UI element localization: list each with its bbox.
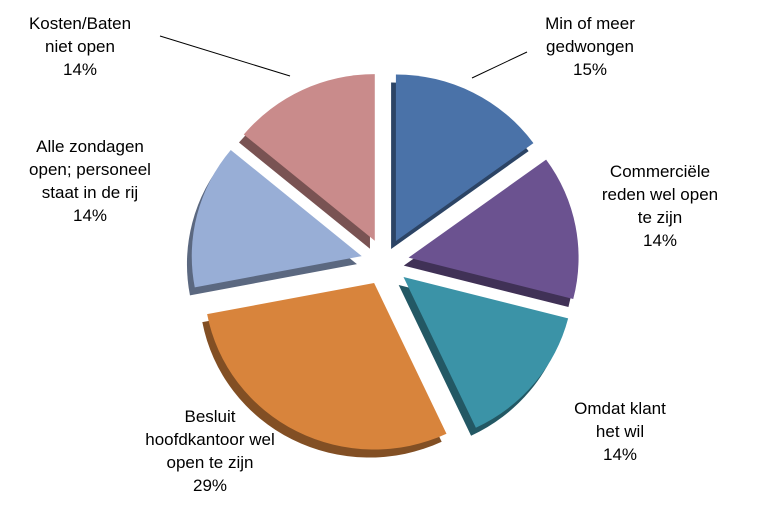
value-label: 14% xyxy=(602,445,638,464)
category-name: Kosten/Baten niet open xyxy=(28,14,132,56)
slice xyxy=(243,74,375,241)
value-label: 15% xyxy=(572,60,608,79)
slice-label: Kosten/Baten niet open 14% xyxy=(21,12,139,81)
leader-line xyxy=(471,51,528,79)
value-label: 14% xyxy=(72,206,108,225)
slice-label: Besluit hoofdkantoor wel open te zijn 29% xyxy=(140,405,280,497)
slice xyxy=(408,159,579,300)
value-label: 14% xyxy=(62,60,98,79)
category-name: Omdat klant het wil xyxy=(574,399,666,441)
pie xyxy=(186,74,579,458)
slice-label: Alle zondagen open; personeel staat in d… xyxy=(20,135,160,227)
slice-label: Min of meer gedwongen 15% xyxy=(534,12,646,81)
slice-label: Omdat klant het wil 14% xyxy=(564,397,676,466)
category-name: Commerciële reden wel open te zijn xyxy=(601,162,719,227)
slice xyxy=(395,74,534,242)
value-label: 29% xyxy=(192,476,228,495)
slice xyxy=(207,282,447,450)
slice xyxy=(191,149,362,288)
category-name: Besluit hoofdkantoor wel open te zijn xyxy=(145,407,275,472)
value-label: 14% xyxy=(642,231,678,250)
category-name: Min of meer gedwongen xyxy=(545,14,635,56)
category-name: Alle zondagen open; personeel staat in d… xyxy=(29,137,151,202)
leader-line xyxy=(159,35,291,77)
slice-label: Commerciële reden wel open te zijn 14% xyxy=(593,160,728,252)
slice xyxy=(403,276,569,428)
